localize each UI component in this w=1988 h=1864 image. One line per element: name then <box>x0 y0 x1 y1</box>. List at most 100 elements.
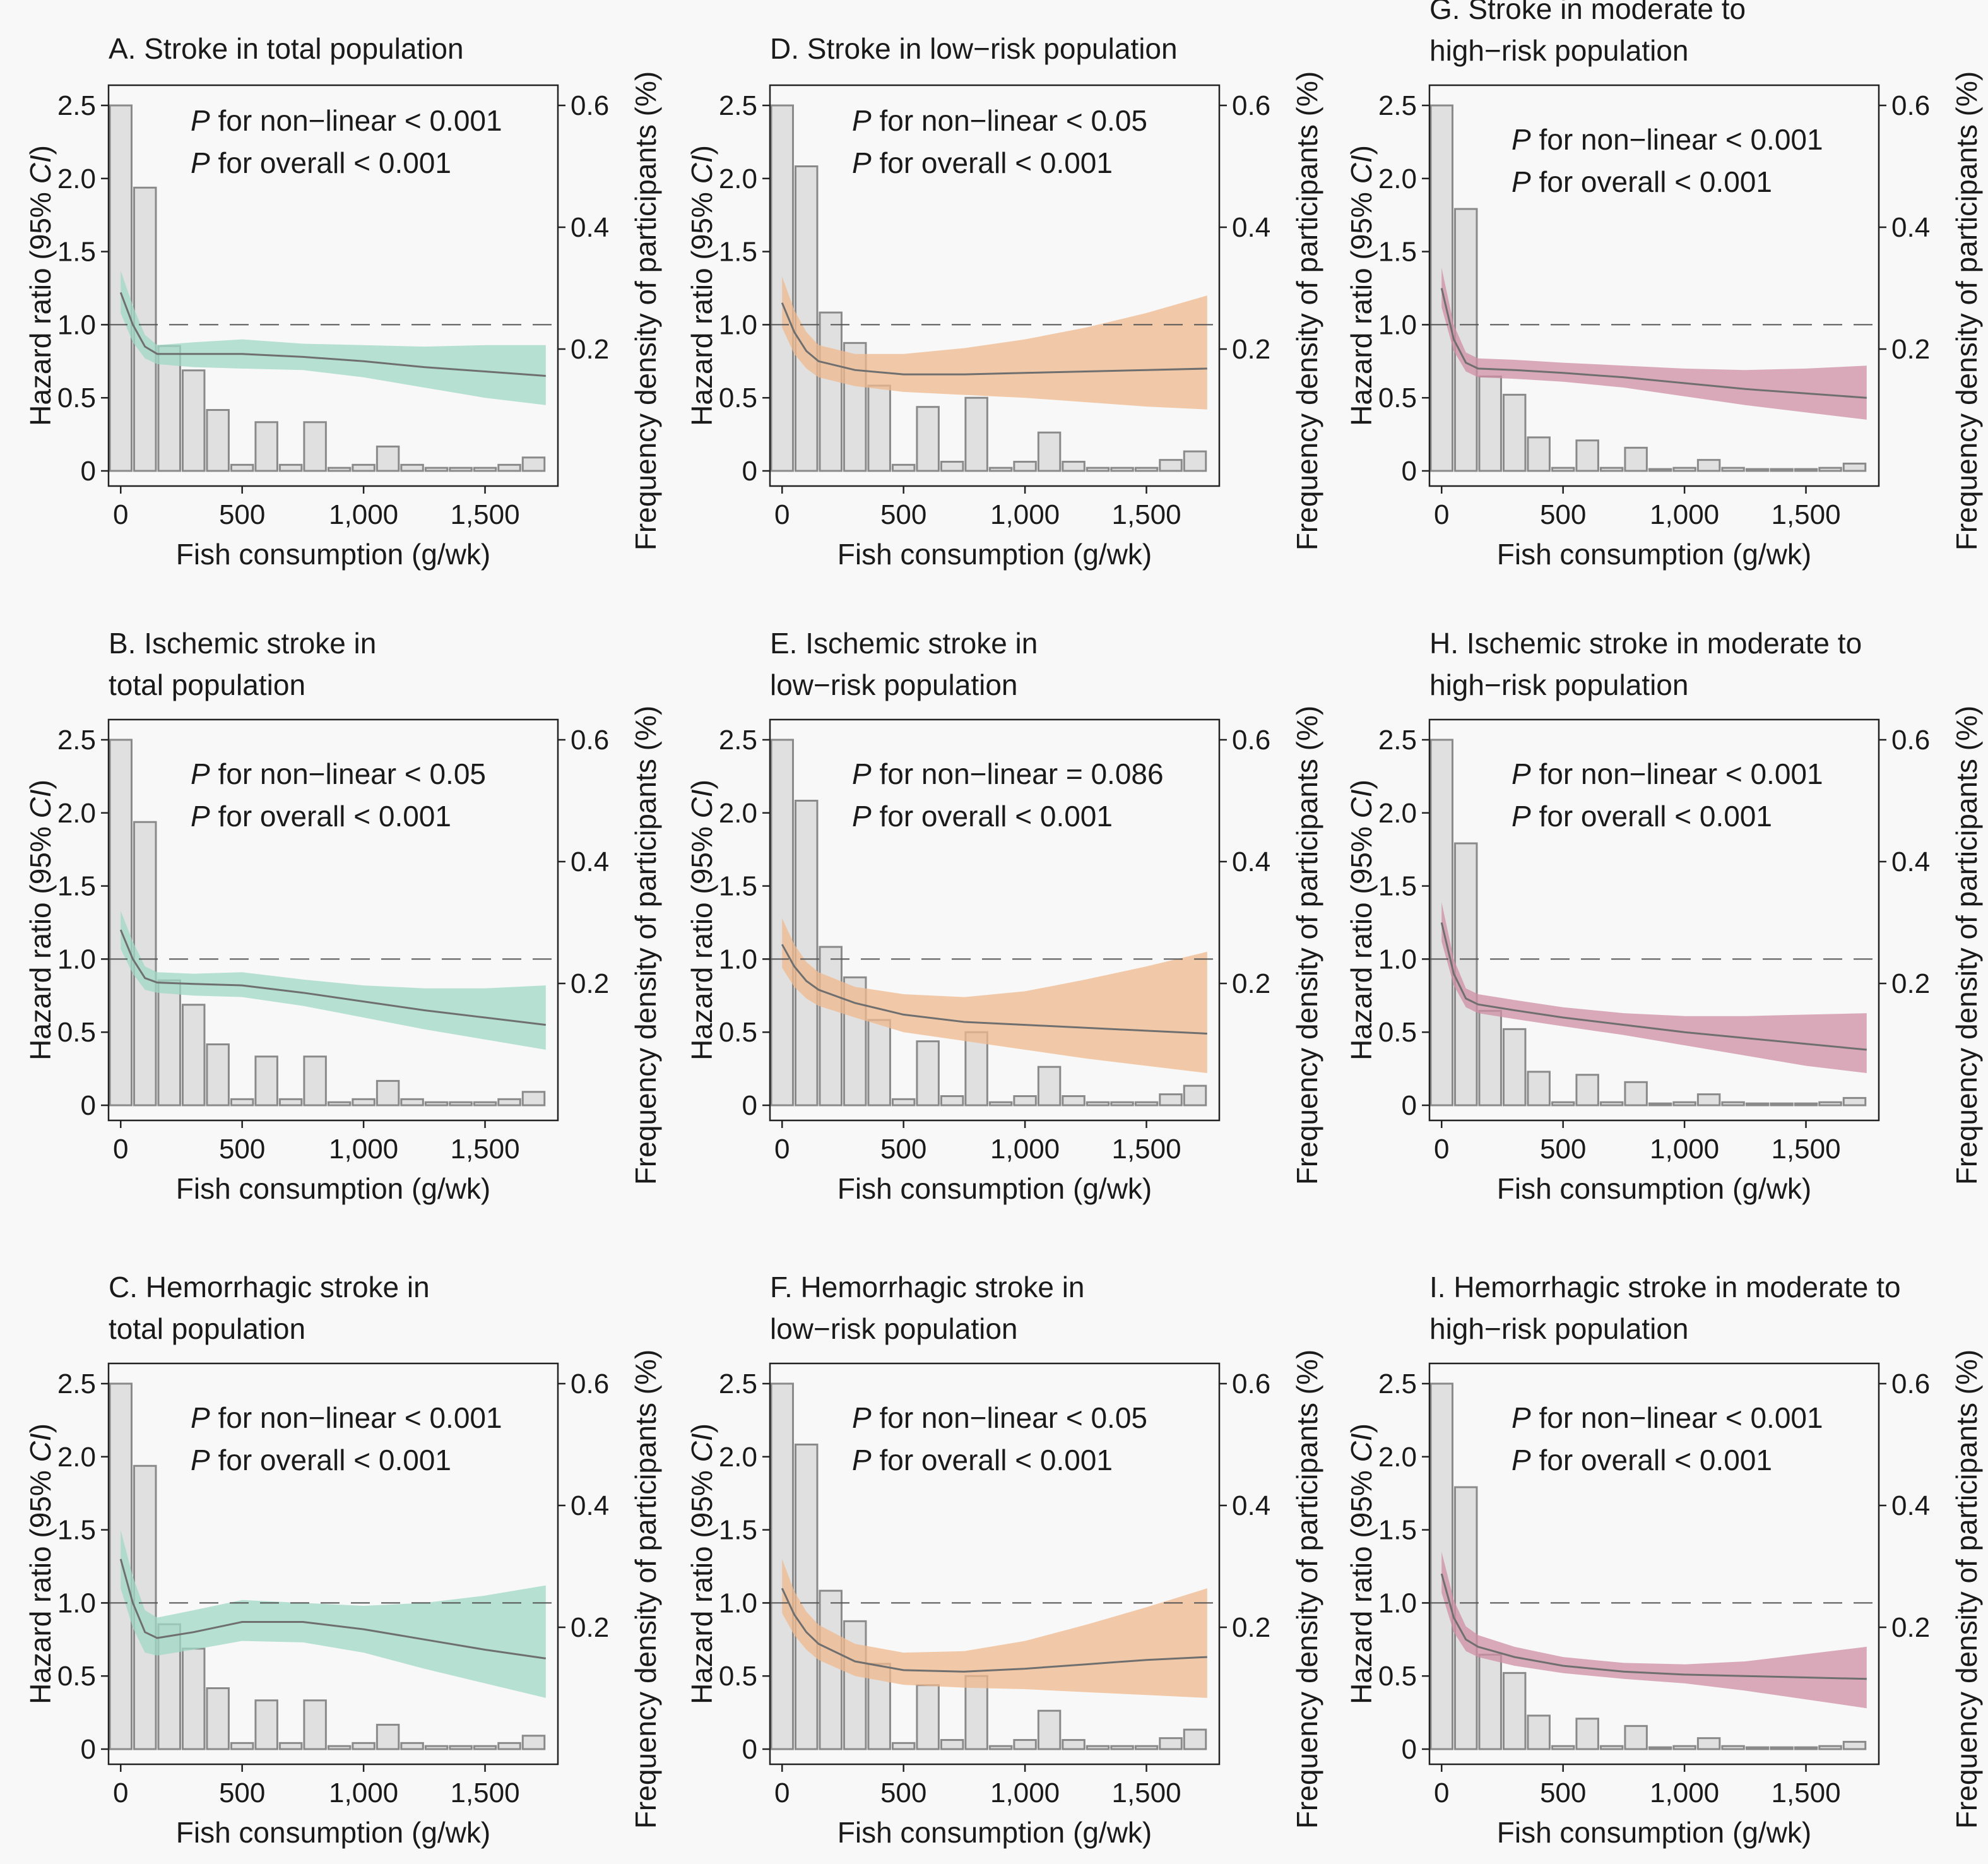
histogram-bar <box>254 421 278 472</box>
histogram-bar <box>424 1101 449 1107</box>
y-tick-label: 2.0 <box>719 798 757 829</box>
y-tick-label: 0 <box>742 456 757 487</box>
histogram-bar <box>303 421 327 472</box>
x-tick-label: 1,000 <box>1650 499 1719 530</box>
histogram-bar <box>1159 1093 1183 1107</box>
x-tick-label: 0 <box>113 499 128 530</box>
x-axis-label: Fish consumption (g/wk) <box>1497 1172 1812 1205</box>
y2-tick-label: 0.6 <box>571 90 609 121</box>
y-tick-label: 2.5 <box>57 725 96 756</box>
x-tick-label: 1,500 <box>1771 1778 1840 1808</box>
p-value-annotation: P for overall < 0.001 <box>191 1444 451 1476</box>
histogram-bar <box>1110 466 1134 472</box>
histogram-bar <box>400 1742 424 1750</box>
p-value-annotation: P for overall < 0.001 <box>852 146 1113 179</box>
histogram-bar <box>1183 1084 1207 1107</box>
panel-title-line: A. Stroke in total population <box>109 32 464 65</box>
y-tick-label: 1.0 <box>719 944 757 975</box>
histogram-bar <box>1745 1746 1770 1750</box>
histogram-bar <box>1672 1745 1696 1750</box>
histogram-bar <box>916 1040 940 1107</box>
plot-frame <box>1428 718 1880 1122</box>
panel-title-line: total population <box>109 668 305 701</box>
histogram-bar <box>254 1699 278 1750</box>
histogram-bar <box>230 1742 254 1750</box>
histogram-bar <box>1696 459 1721 472</box>
y2-tick-label: 0.2 <box>1891 1612 1930 1643</box>
p-value-annotation: P for overall < 0.001 <box>852 800 1113 833</box>
y-tick-label: 1.0 <box>1378 944 1417 975</box>
p-value-annotation: P for overall < 0.001 <box>191 800 451 833</box>
panel-f: 0 0.5 1.0 1.5 2.0 2.5 0.2 0.4 0.6 0 500 1,000 1,500 F… <box>685 1271 1323 1849</box>
panel-title-line: F. Hemorrhagic stroke in <box>770 1271 1085 1303</box>
x-tick-label: 1,000 <box>990 1778 1060 1808</box>
histogram-bar <box>1037 1709 1062 1750</box>
histogram-bar <box>1575 439 1599 472</box>
histogram-bar <box>916 406 940 472</box>
histogram-bar <box>1721 1745 1745 1750</box>
plot-frame <box>1428 1362 1880 1766</box>
y2-tick-label: 0.6 <box>571 725 609 756</box>
hazard-ratio-curve <box>1440 922 1867 1051</box>
y-axis-label: Hazard ratio (95% CI) <box>24 780 57 1060</box>
histogram-bar <box>1037 1066 1062 1107</box>
x-tick-label: 500 <box>1540 1134 1586 1165</box>
x-tick-label: 1,000 <box>990 499 1060 530</box>
histogram-bar <box>1183 1728 1207 1750</box>
y2-axis-label: Frequency density of participants (%) <box>1950 706 1983 1185</box>
x-axis-label: Fish consumption (g/wk) <box>837 1172 1152 1205</box>
panel-b: 0 0.5 1.0 1.5 2.0 2.5 0.2 0.4 0.6 0 500 1,000 1,500 F… <box>24 627 662 1205</box>
y-tick-label: 1.0 <box>1378 309 1417 340</box>
y-tick-label: 0.5 <box>57 1661 96 1692</box>
histogram-bar <box>940 1739 964 1750</box>
histogram-bar <box>303 1699 327 1750</box>
histogram-bar <box>449 1745 473 1750</box>
histogram-bar <box>1134 1745 1159 1750</box>
histogram-bar <box>940 461 964 472</box>
histogram-bar <box>1159 459 1183 472</box>
histogram-bar <box>473 1745 497 1750</box>
x-axis-label: Fish consumption (g/wk) <box>837 538 1152 571</box>
histogram-bar <box>1842 462 1867 472</box>
y2-tick-label: 0.2 <box>1232 1612 1270 1643</box>
y-tick-label: 2.0 <box>1378 798 1417 829</box>
y-tick-label: 2.0 <box>1378 1442 1417 1473</box>
histogram-bar <box>352 1742 376 1750</box>
y-tick-label: 2.5 <box>1378 90 1417 121</box>
histogram-bar <box>1770 468 1794 472</box>
histogram-bar <box>449 466 473 472</box>
y-axis-label: Hazard ratio (95% CI) <box>24 145 57 426</box>
histogram-bar <box>1599 466 1624 472</box>
p-value-annotation: P for non−linear = 0.086 <box>852 757 1164 790</box>
y-tick-label: 2.0 <box>57 798 96 829</box>
histogram-bar <box>1527 436 1551 472</box>
histogram-bar <box>1696 1737 1721 1750</box>
y2-tick-label: 0.2 <box>1232 334 1270 365</box>
y-tick-label: 2.5 <box>719 725 757 756</box>
histogram-bar <box>1794 1746 1818 1750</box>
x-tick-label: 1,500 <box>1111 499 1181 530</box>
panel-title-line: C. Hemorrhagic stroke in <box>109 1271 430 1303</box>
x-tick-label: 1,000 <box>329 499 398 530</box>
histogram-bar <box>1770 1102 1794 1107</box>
y-tick-label: 1.5 <box>719 237 757 268</box>
histogram-bar <box>327 1745 352 1750</box>
y-tick-label: 0 <box>742 1090 757 1121</box>
y2-tick-label: 0.2 <box>1891 334 1930 365</box>
x-tick-label: 1,500 <box>450 1778 519 1808</box>
panel-title-line: I. Hemorrhagic stroke in moderate to <box>1429 1271 1901 1303</box>
x-axis-label: Fish consumption (g/wk) <box>176 538 491 571</box>
y2-axis-label: Frequency density of participants (%) <box>1950 1350 1983 1829</box>
x-tick-label: 1,000 <box>990 1134 1060 1165</box>
histogram-bar <box>376 1723 400 1750</box>
y2-tick-label: 0.4 <box>1891 1490 1930 1521</box>
histogram-bar <box>1721 1101 1745 1107</box>
histogram-bar <box>497 1742 521 1750</box>
histogram-bar <box>278 463 303 472</box>
x-tick-label: 500 <box>880 1778 926 1808</box>
panel-title-line: high−risk population <box>1429 34 1688 67</box>
y2-axis-label: Frequency density of participants (%) <box>629 706 662 1185</box>
y-tick-label: 2.5 <box>57 1368 96 1399</box>
x-tick-label: 1,500 <box>450 499 519 530</box>
histogram-bar <box>1502 1671 1527 1750</box>
